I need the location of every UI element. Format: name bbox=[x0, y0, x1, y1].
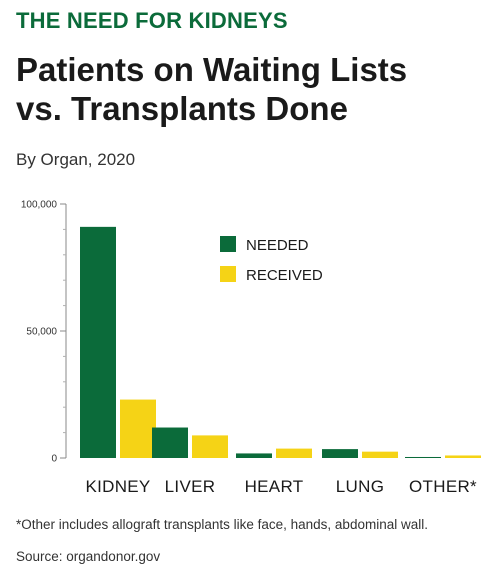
legend-swatch-needed bbox=[220, 236, 236, 252]
bar-needed-heart bbox=[236, 453, 272, 458]
bar-needed-other bbox=[405, 456, 441, 458]
title-line-1: Patients on Waiting Lists bbox=[16, 51, 408, 88]
bar-received-other bbox=[445, 455, 481, 458]
legend-label-needed: NEEDED bbox=[246, 237, 309, 254]
x-category-label: KIDNEY bbox=[85, 477, 150, 496]
chart-subtitle: By Organ, 2020 bbox=[16, 150, 136, 169]
bar-received-lung bbox=[362, 451, 398, 458]
bar-needed-liver bbox=[152, 427, 188, 458]
legend-label-received: RECEIVED bbox=[246, 267, 323, 284]
x-category-label: LIVER bbox=[165, 477, 216, 496]
x-category-label: LUNG bbox=[336, 477, 384, 496]
legend-swatch-received bbox=[220, 266, 236, 282]
x-category-label: HEART bbox=[245, 477, 304, 496]
title-line-2: vs. Transplants Done bbox=[16, 90, 348, 127]
bar-received-liver bbox=[192, 435, 228, 458]
y-tick-label: 50,000 bbox=[26, 327, 57, 338]
y-tick-label: 100,000 bbox=[21, 200, 58, 211]
page-title: Patients on Waiting Lists vs. Transplant… bbox=[16, 50, 486, 128]
bar-needed-lung bbox=[322, 449, 358, 458]
source-note: Source: organdonor.gov bbox=[16, 549, 161, 564]
y-tick-label: 0 bbox=[51, 454, 57, 465]
footnote: *Other includes allograft transplants li… bbox=[16, 517, 428, 532]
x-category-label: OTHER* bbox=[409, 477, 477, 496]
bar-needed-kidney bbox=[80, 226, 116, 458]
bar-received-kidney bbox=[120, 399, 156, 458]
kicker-heading: THE NEED FOR KIDNEYS bbox=[16, 8, 288, 33]
bar-received-heart bbox=[276, 448, 312, 458]
bar-chart: 0 50,000 100,000 KIDNEY LIVER HEART LUNG OTHER*… bbox=[21, 200, 481, 496]
